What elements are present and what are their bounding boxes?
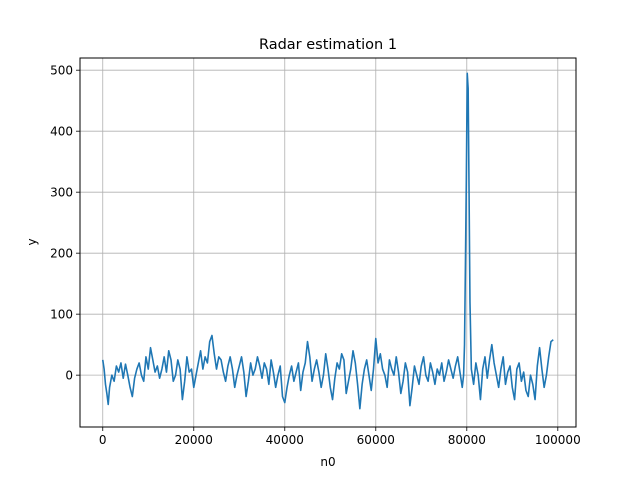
series-line — [101, 72, 554, 410]
series-layer — [101, 72, 554, 410]
x-axis-label: n0 — [320, 455, 335, 469]
grid-lines — [80, 58, 576, 427]
y-axis-label: y — [25, 238, 39, 245]
x-tick-label: 80000 — [448, 433, 486, 447]
x-tick-label: 0 — [99, 433, 107, 447]
x-tick-label: 60000 — [357, 433, 395, 447]
x-tick-label: 100000 — [535, 433, 581, 447]
y-tick-label: 0 — [65, 369, 73, 383]
y-tick-label: 500 — [50, 64, 73, 78]
chart-title: Radar estimation 1 — [259, 37, 397, 53]
y-tick-label: 300 — [50, 186, 73, 200]
x-tick-label: 20000 — [175, 433, 213, 447]
y-tick-label: 100 — [50, 308, 73, 322]
y-tick-label: 400 — [50, 125, 73, 139]
axis-ticks: 0 20000 40000 60000 80000 100000 0 100 200 300 400… — [50, 64, 581, 447]
x-tick-label: 40000 — [266, 433, 304, 447]
y-tick-label: 200 — [50, 247, 73, 261]
plot-frame — [79, 57, 577, 428]
